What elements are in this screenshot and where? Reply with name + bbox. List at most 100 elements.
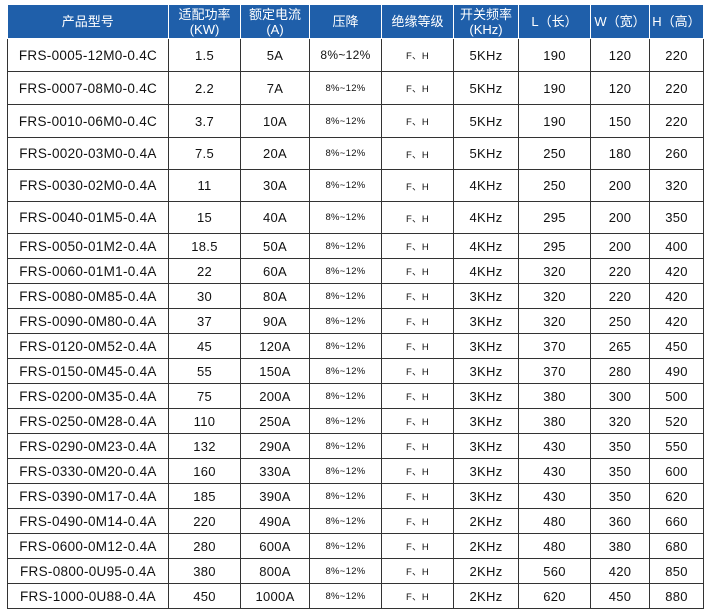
- cell-height: 490: [649, 358, 704, 384]
- cell-insulation: F、H: [381, 258, 454, 284]
- header-width: W（宽）: [590, 5, 650, 39]
- cell-height: 220: [649, 71, 704, 105]
- table-row: FRS-0330-0M20-0.4A 160 330A 8%~12% F、H 3KHz 43…: [7, 458, 704, 484]
- cell-voltage-drop: 8%~12%: [309, 458, 382, 484]
- cell-length: 250: [518, 169, 591, 202]
- table-row: FRS-0490-0M14-0.4A 220 490A 8%~12% F、H 2KHz 48…: [7, 508, 704, 534]
- cell-length: 380: [518, 383, 591, 409]
- cell-height: 320: [649, 169, 704, 202]
- cell-model: FRS-0600-0M12-0.4A: [7, 533, 169, 559]
- cell-length: 560: [518, 558, 591, 584]
- cell-model: FRS-1000-0U88-0.4A: [7, 583, 169, 609]
- cell-insulation: F、H: [381, 169, 454, 202]
- cell-current: 290A: [240, 433, 310, 459]
- cell-insulation: F、H: [381, 583, 454, 609]
- cell-insulation: F、H: [381, 104, 454, 138]
- cell-model: FRS-0050-01M2-0.4A: [7, 233, 169, 259]
- cell-power: 30: [168, 283, 241, 309]
- cell-power: 380: [168, 558, 241, 584]
- header-model: 产品型号: [7, 5, 169, 39]
- cell-frequency: 3KHz: [453, 283, 519, 309]
- cell-voltage-drop: 8%~12%: [309, 308, 382, 334]
- table-row: FRS-0020-03M0-0.4A 7.5 20A 8%~12% F、H 5KHz 250…: [7, 137, 704, 170]
- cell-width: 350: [590, 458, 650, 484]
- cell-height: 680: [649, 533, 704, 559]
- cell-current: 120A: [240, 333, 310, 359]
- cell-height: 350: [649, 201, 704, 234]
- cell-length: 250: [518, 137, 591, 170]
- cell-width: 200: [590, 201, 650, 234]
- cell-model: FRS-0030-02M0-0.4A: [7, 169, 169, 202]
- cell-height: 550: [649, 433, 704, 459]
- cell-model: FRS-0800-0U95-0.4A: [7, 558, 169, 584]
- cell-length: 320: [518, 283, 591, 309]
- cell-current: 30A: [240, 169, 310, 202]
- cell-power: 3.7: [168, 104, 241, 138]
- cell-frequency: 2KHz: [453, 533, 519, 559]
- cell-frequency: 3KHz: [453, 383, 519, 409]
- cell-frequency: 2KHz: [453, 583, 519, 609]
- cell-voltage-drop: 8%~12%: [309, 508, 382, 534]
- cell-voltage-drop: 8%~12%: [309, 483, 382, 509]
- cell-length: 320: [518, 308, 591, 334]
- cell-insulation: F、H: [381, 433, 454, 459]
- cell-model: FRS-0390-0M17-0.4A: [7, 483, 169, 509]
- cell-voltage-drop: 8%~12%: [309, 433, 382, 459]
- cell-width: 220: [590, 283, 650, 309]
- cell-insulation: F、H: [381, 308, 454, 334]
- cell-voltage-drop: 8%~12%: [309, 137, 382, 170]
- cell-model: FRS-0005-12M0-0.4C: [7, 38, 169, 72]
- cell-height: 420: [649, 258, 704, 284]
- cell-power: 1.5: [168, 38, 241, 72]
- table-row: FRS-0150-0M45-0.4A 55 150A 8%~12% F、H 3KHz 370…: [7, 358, 704, 384]
- cell-width: 360: [590, 508, 650, 534]
- cell-insulation: F、H: [381, 483, 454, 509]
- cell-length: 380: [518, 408, 591, 434]
- cell-model: FRS-0330-0M20-0.4A: [7, 458, 169, 484]
- cell-voltage-drop: 8%~12%: [309, 71, 382, 105]
- cell-voltage-drop: 8%~12%: [309, 583, 382, 609]
- cell-length: 480: [518, 533, 591, 559]
- table-row: FRS-0050-01M2-0.4A 18.5 50A 8%~12% F、H 4KHz 29…: [7, 233, 704, 259]
- cell-frequency: 3KHz: [453, 433, 519, 459]
- cell-width: 450: [590, 583, 650, 609]
- cell-model: FRS-0120-0M52-0.4A: [7, 333, 169, 359]
- cell-insulation: F、H: [381, 408, 454, 434]
- cell-power: 18.5: [168, 233, 241, 259]
- cell-frequency: 3KHz: [453, 483, 519, 509]
- cell-height: 420: [649, 283, 704, 309]
- cell-voltage-drop: 8%~12%: [309, 558, 382, 584]
- cell-frequency: 2KHz: [453, 508, 519, 534]
- cell-current: 40A: [240, 201, 310, 234]
- cell-voltage-drop: 8%~12%: [309, 201, 382, 234]
- cell-current: 80A: [240, 283, 310, 309]
- cell-height: 450: [649, 333, 704, 359]
- cell-height: 660: [649, 508, 704, 534]
- cell-width: 220: [590, 258, 650, 284]
- cell-insulation: F、H: [381, 533, 454, 559]
- cell-model: FRS-0010-06M0-0.4C: [7, 104, 169, 138]
- cell-width: 250: [590, 308, 650, 334]
- cell-model: FRS-0090-0M80-0.4A: [7, 308, 169, 334]
- cell-power: 75: [168, 383, 241, 409]
- header-insulation: 绝缘等级: [381, 5, 454, 39]
- cell-length: 320: [518, 258, 591, 284]
- cell-height: 500: [649, 383, 704, 409]
- cell-length: 295: [518, 201, 591, 234]
- table-row: FRS-1000-0U88-0.4A 450 1000A 8%~12% F、H 2KHz 6…: [7, 583, 704, 609]
- cell-frequency: 5KHz: [453, 104, 519, 138]
- cell-length: 190: [518, 71, 591, 105]
- cell-power: 450: [168, 583, 241, 609]
- cell-length: 430: [518, 433, 591, 459]
- cell-power: 22: [168, 258, 241, 284]
- table-row: FRS-0250-0M28-0.4A 110 250A 8%~12% F、H 3KHz 38…: [7, 408, 704, 434]
- cell-voltage-drop: 8%~12%: [309, 533, 382, 559]
- cell-current: 20A: [240, 137, 310, 170]
- cell-insulation: F、H: [381, 383, 454, 409]
- cell-current: 60A: [240, 258, 310, 284]
- cell-width: 320: [590, 408, 650, 434]
- cell-power: 15: [168, 201, 241, 234]
- cell-power: 11: [168, 169, 241, 202]
- cell-voltage-drop: 8%~12%: [309, 283, 382, 309]
- cell-insulation: F、H: [381, 283, 454, 309]
